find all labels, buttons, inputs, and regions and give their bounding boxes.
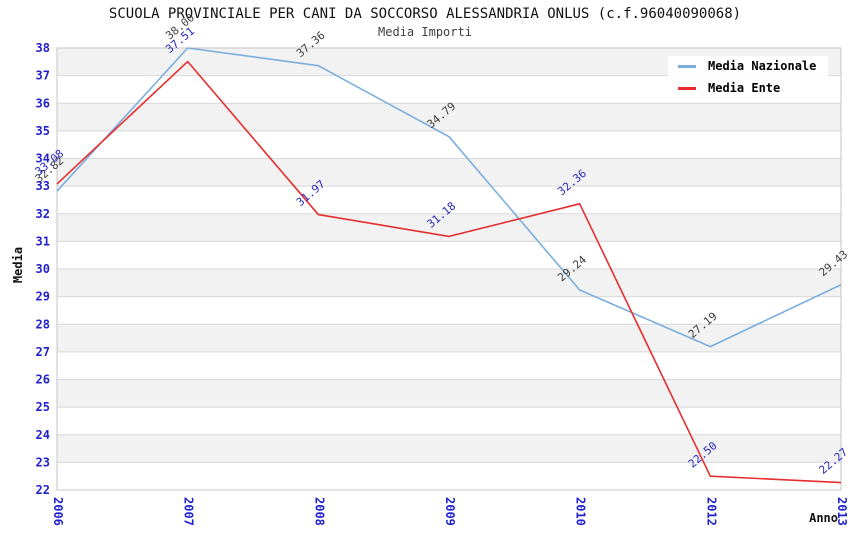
y-tick-label: 25	[36, 400, 50, 414]
legend-item-media-nazionale: Media Nazionale	[668, 56, 829, 76]
y-tick-label: 30	[36, 262, 50, 276]
y-tick-label: 37	[36, 69, 50, 83]
y-tick-label: 36	[36, 96, 50, 110]
x-tick-label: 2012	[704, 497, 718, 526]
y-tick-label: 26	[36, 373, 50, 387]
x-tick-label: 2008	[312, 497, 326, 526]
x-tick-label: 2006	[51, 497, 65, 526]
media-nazionale-line-swatch	[678, 64, 696, 68]
plot-frame	[56, 47, 842, 491]
plot-band	[57, 158, 841, 187]
media-ente-line-swatch	[678, 86, 696, 90]
plot-band	[57, 213, 841, 242]
y-tick-label: 33	[36, 179, 50, 193]
legend-label-media-nazionale: Media Nazionale	[708, 59, 817, 73]
y-tick-label: 28	[36, 317, 50, 331]
series-line-media-nazionale	[56, 47, 842, 348]
series-line-media-ente	[56, 60, 842, 484]
x-tick-label: 2010	[574, 497, 588, 526]
y-axis-title: Media	[11, 246, 25, 284]
x-axis-title: Anno	[809, 511, 838, 525]
y-tick-label: 35	[36, 124, 50, 138]
y-tick-label: 38	[36, 41, 50, 55]
y-tick-label: 22	[36, 483, 50, 497]
plot-band	[57, 379, 841, 408]
y-tick-label: 23	[36, 455, 50, 469]
chart-subtitle: Media Importi	[378, 25, 472, 39]
chart-title: SCUOLA PROVINCIALE PER CANI DA SOCCORSO …	[108, 6, 742, 22]
y-tick-label: 27	[36, 345, 50, 359]
y-tick-label: 31	[36, 234, 50, 248]
legend-label-media-ente: Media Ente	[708, 81, 781, 95]
x-tick-label: 2007	[182, 497, 196, 526]
x-tick-label: 2013	[835, 497, 849, 526]
plot-band	[57, 434, 841, 463]
y-tick-label: 34	[36, 152, 50, 166]
plot-band	[57, 269, 841, 297]
y-tick-label: 24	[36, 428, 50, 442]
legend-item-media-ente: Media Ente	[668, 78, 793, 98]
plot-band	[57, 103, 841, 131]
y-tick-label: 29	[36, 290, 50, 304]
y-tick-label: 32	[36, 207, 50, 221]
legend: Media Nazionale Media Ente	[668, 56, 829, 98]
plot-band	[57, 324, 841, 352]
x-tick-label: 2009	[443, 497, 457, 526]
